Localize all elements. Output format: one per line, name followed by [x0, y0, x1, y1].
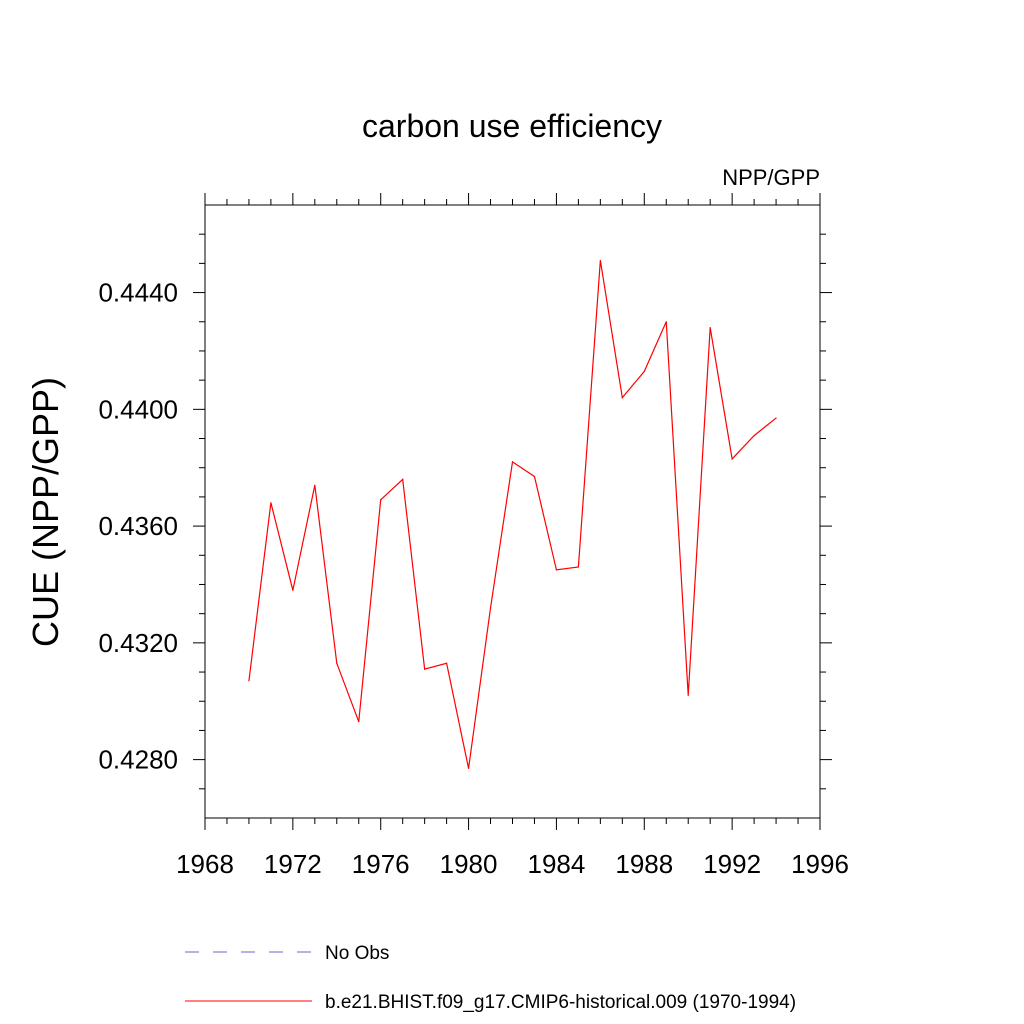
data-point [358, 721, 360, 723]
data-point [753, 435, 755, 437]
y-tick-label: 0.4360 [98, 511, 178, 541]
data-point [446, 662, 448, 664]
x-tick-label: 1996 [791, 849, 849, 879]
data-point [731, 458, 733, 460]
y-tick-label: 0.4440 [98, 278, 178, 308]
x-tick-label: 1988 [615, 849, 673, 879]
data-point [380, 499, 382, 501]
y-tick-label: 0.4280 [98, 745, 178, 775]
legend-label-1: b.e21.BHIST.f09_g17.CMIP6-historical.009… [325, 992, 796, 1013]
x-tick-label: 1976 [352, 849, 410, 879]
y-axis-label: CUE (NPP/GPP) [25, 377, 66, 647]
x-tick-label: 1968 [176, 849, 234, 879]
data-point [643, 370, 645, 372]
data-point [665, 321, 667, 323]
y-tick-label: 0.4320 [98, 628, 178, 658]
data-point [467, 767, 470, 769]
data-point [511, 461, 514, 463]
data-point [709, 327, 711, 329]
data-point [314, 484, 316, 486]
data-point [424, 668, 426, 670]
chart-subtitle: NPP/GPP [722, 165, 820, 190]
data-point [336, 662, 338, 664]
data-point [489, 607, 492, 609]
chart-title: carbon use efficiency [362, 108, 662, 144]
legend: No Obs b.e21.BHIST.f09_g17.CMIP6-historic… [185, 943, 796, 1013]
data-point [687, 694, 689, 697]
axes: 1968 1972 1976 1980 1984 1988 1992 1996 0.4280 0.… [98, 193, 849, 879]
data-point [577, 566, 579, 568]
data-point [533, 475, 536, 478]
plot-frame [204, 204, 821, 819]
data-point [270, 502, 272, 504]
y-tick-label: 0.4400 [98, 394, 178, 424]
x-tick-label: 1972 [264, 849, 322, 879]
data-point [555, 569, 558, 571]
data-point [292, 589, 294, 591]
data-point [248, 680, 250, 682]
x-tick-label: 1980 [440, 849, 498, 879]
legend-label-0: No Obs [325, 943, 389, 964]
data-point [402, 478, 404, 480]
x-tick-label: 1992 [703, 849, 761, 879]
series-layer [248, 259, 777, 769]
x-tick-label: 1984 [528, 849, 586, 879]
series-line-1 [248, 260, 777, 769]
data-point [599, 259, 601, 262]
data-point [621, 397, 623, 399]
data-point [775, 417, 777, 419]
